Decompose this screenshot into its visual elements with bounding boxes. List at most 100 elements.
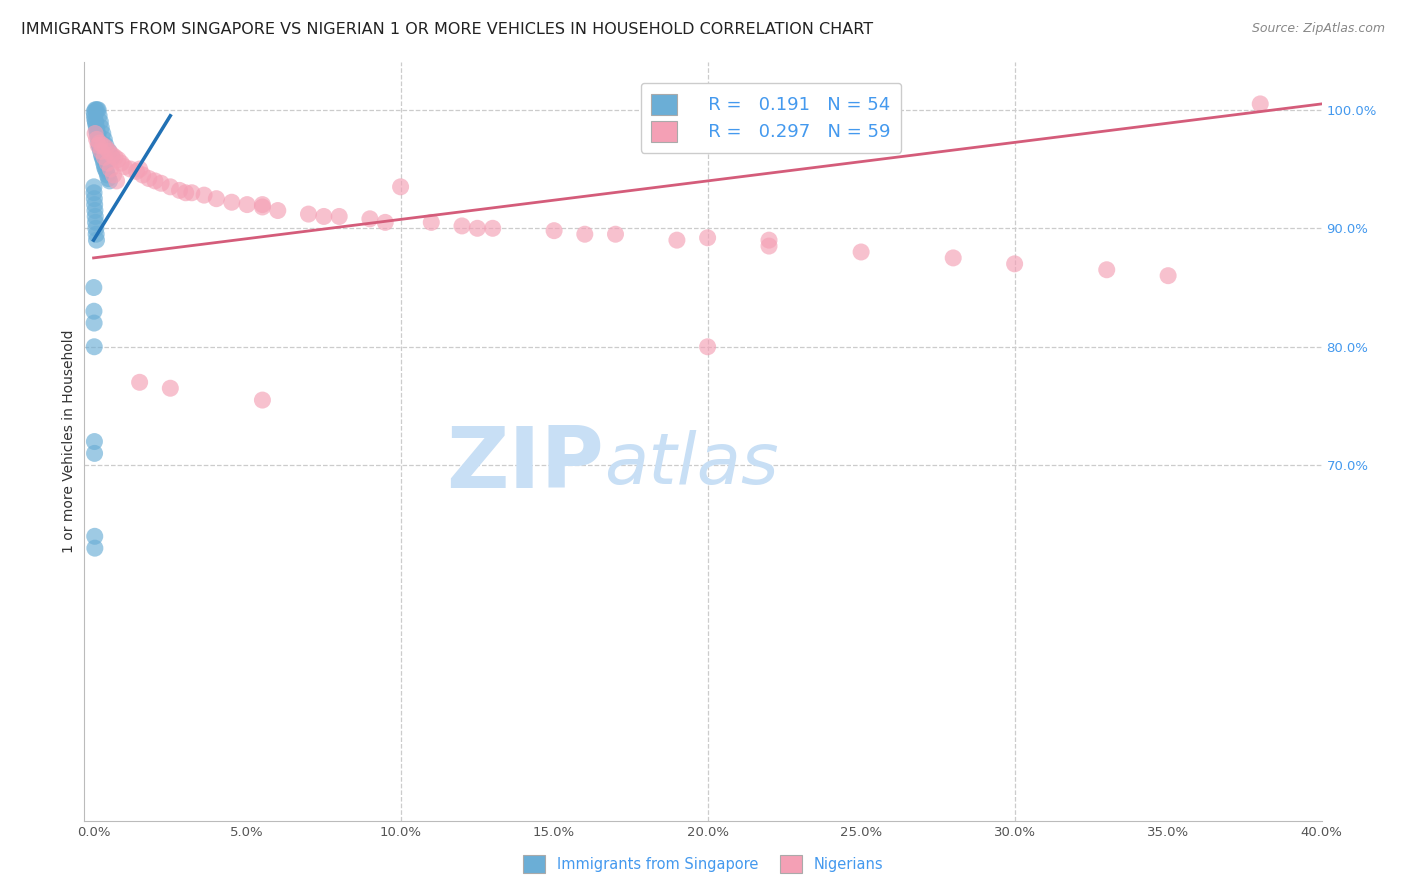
Point [312, 210, 335, 224]
Point [90, 145, 112, 159]
Point [86, 120, 108, 135]
Point [543, 224, 565, 238]
Point [97, 171, 120, 186]
Point [138, 171, 160, 186]
Point [389, 179, 412, 194]
Point [87, 138, 110, 153]
Point [120, 162, 142, 177]
Point [90, 145, 112, 159]
Point [87, 132, 110, 146]
Point [100, 162, 122, 177]
Point [696, 340, 718, 354]
Point [89, 114, 111, 128]
Point [252, 393, 274, 408]
Text: IMMIGRANTS FROM SINGAPORE VS NIGERIAN 1 OR MORE VEHICLES IN HOUSEHOLD CORRELATIO: IMMIGRANTS FROM SINGAPORE VS NIGERIAN 1 … [21, 22, 873, 37]
Point [96, 164, 118, 178]
Point [451, 219, 474, 233]
Point [236, 197, 259, 211]
Point [84, 227, 107, 242]
Point [131, 168, 153, 182]
Point [86, 124, 108, 138]
Point [125, 164, 148, 178]
Point [1004, 257, 1026, 271]
Point [1249, 96, 1271, 111]
Point [87, 136, 110, 150]
Point [90, 120, 112, 135]
Point [86, 103, 108, 117]
Point [93, 150, 115, 164]
Point [101, 150, 124, 164]
Point [84, 114, 107, 128]
Point [90, 148, 112, 162]
Point [96, 156, 118, 170]
Point [297, 207, 319, 221]
Point [84, 127, 107, 141]
Point [128, 376, 150, 390]
Point [128, 162, 150, 177]
Legend: Immigrants from Singapore, Nigerians: Immigrants from Singapore, Nigerians [516, 848, 890, 880]
Point [86, 127, 108, 141]
Point [574, 227, 596, 242]
Point [374, 215, 396, 229]
Point [481, 221, 503, 235]
Point [98, 174, 121, 188]
Point [83, 105, 105, 120]
Point [849, 244, 872, 259]
Point [87, 128, 110, 143]
Point [101, 148, 124, 162]
Point [107, 153, 129, 167]
Point [87, 103, 110, 117]
Point [83, 529, 105, 543]
Point [359, 211, 381, 226]
Point [83, 316, 105, 330]
Point [221, 195, 243, 210]
Point [193, 188, 215, 202]
Point [86, 233, 108, 247]
Point [84, 103, 107, 117]
Point [83, 109, 105, 123]
Point [143, 174, 166, 188]
Point [89, 136, 111, 150]
Point [84, 221, 107, 235]
Point [91, 138, 114, 153]
Point [83, 434, 105, 449]
Point [205, 192, 228, 206]
Point [83, 192, 105, 206]
Point [758, 233, 780, 247]
Point [87, 109, 110, 123]
Point [91, 153, 114, 167]
Point [97, 145, 120, 159]
Point [328, 210, 350, 224]
Point [104, 150, 127, 164]
Point [105, 174, 128, 188]
Text: atlas: atlas [605, 430, 779, 499]
Point [665, 233, 688, 247]
Point [93, 156, 115, 170]
Point [112, 160, 135, 174]
Point [174, 186, 197, 200]
Point [942, 251, 965, 265]
Point [267, 203, 290, 218]
Point [94, 138, 117, 153]
Point [420, 215, 443, 229]
Text: ZIP: ZIP [446, 423, 605, 506]
Point [467, 221, 489, 235]
Point [110, 156, 132, 170]
Point [83, 280, 105, 294]
Point [159, 381, 181, 395]
Point [169, 183, 191, 197]
Y-axis label: 1 or more Vehicles in Household: 1 or more Vehicles in Household [62, 330, 76, 553]
Point [252, 200, 274, 214]
Point [93, 160, 115, 174]
Point [84, 203, 107, 218]
Point [94, 141, 117, 155]
Point [84, 215, 107, 229]
Point [83, 112, 105, 127]
Point [93, 132, 115, 146]
Point [97, 145, 120, 159]
Point [84, 117, 107, 131]
Legend:    R =   0.191   N = 54,    R =   0.297   N = 59: R = 0.191 N = 54, R = 0.297 N = 59 [641, 83, 901, 153]
Point [86, 132, 108, 146]
Point [252, 197, 274, 211]
Point [84, 210, 107, 224]
